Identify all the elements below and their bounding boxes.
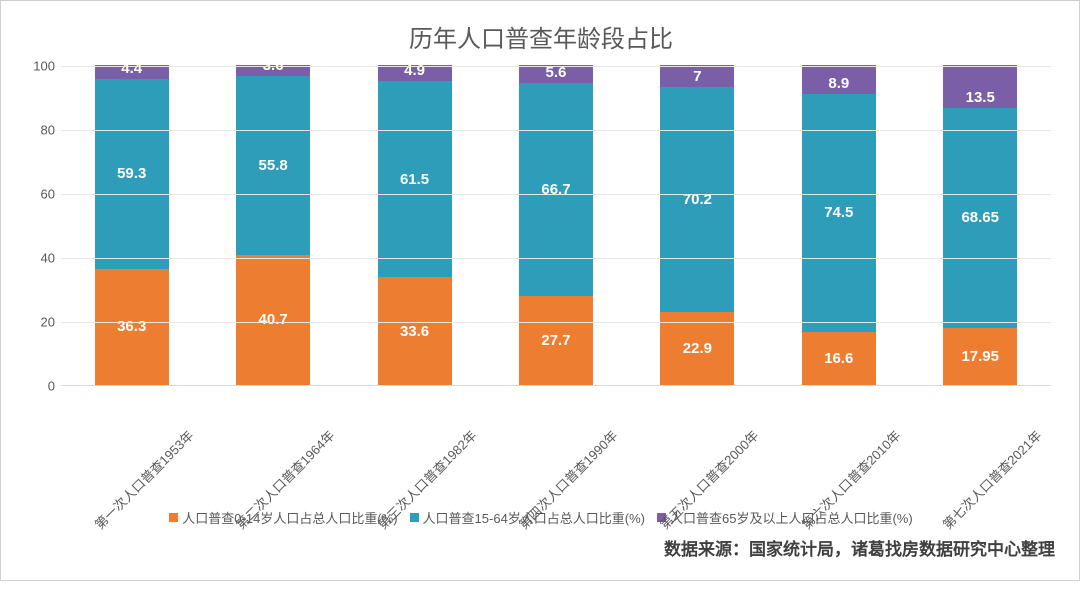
bar-value-label: 74.5 [824, 204, 853, 221]
bar-segment: 13.5 [943, 65, 1017, 108]
x-tick-label: 第三次人口普查1982年 [372, 467, 509, 604]
bars-area: 36.359.34.440.755.83.633.661.54.927.766.… [61, 66, 1051, 385]
bar-segment: 4.4 [95, 65, 169, 79]
bar-segment: 61.5 [378, 81, 452, 278]
bar-segment: 36.3 [95, 269, 169, 385]
bar-segment: 7 [660, 65, 734, 87]
gridline [61, 194, 1051, 195]
bar-value-label: 61.5 [400, 171, 429, 188]
y-tick-label: 0 [25, 379, 55, 394]
bar-value-label: 59.3 [117, 165, 146, 182]
bar-group: 27.7 66.7 5.6 [519, 65, 593, 385]
bar-segment: 59.3 [95, 79, 169, 269]
bar-value-label: 4.9 [404, 62, 425, 79]
gridline [61, 322, 1051, 323]
bar-segment: 27.7 [519, 296, 593, 385]
chart-container: 历年人口普查年龄段占比 36.359.34.440.755.83.633.661… [1, 1, 1080, 582]
bar-value-label: 66.7 [541, 181, 570, 198]
bar-group: 22.9 70.2 7 [660, 65, 734, 385]
bar-segment: 33.6 [378, 277, 452, 385]
x-axis-labels: 第一次人口普查1953年第二次人口普查1964年第三次人口普查1982年第四次人… [61, 386, 1051, 506]
bar-segment: 8.9 [802, 65, 876, 93]
y-tick-label: 60 [25, 187, 55, 202]
bar-segment: 4.9 [378, 65, 452, 81]
bar-group: 36.3 59.3 4.4 [95, 65, 169, 385]
plot-area: 36.359.34.440.755.83.633.661.54.927.766.… [61, 66, 1051, 386]
bar-value-label: 40.7 [259, 311, 288, 328]
bar-group: 16.6 74.5 8.9 [802, 65, 876, 385]
x-tick-label: 第五次人口普查2000年 [655, 467, 792, 604]
x-tick-label: 第六次人口普查2010年 [797, 467, 934, 604]
x-tick-label: 第二次人口普查1964年 [231, 467, 368, 604]
bar-value-label: 17.95 [961, 348, 999, 365]
bar-value-label: 27.7 [541, 332, 570, 349]
bar-value-label: 36.3 [117, 318, 146, 335]
bar-value-label: 7 [693, 68, 701, 85]
bar-group: 40.755.83.6 [236, 65, 310, 385]
chart-title: 历年人口普查年龄段占比 [21, 19, 1061, 54]
bar-value-label: 33.6 [400, 323, 429, 340]
x-tick-label: 第一次人口普查1953年 [90, 467, 227, 604]
y-tick-label: 40 [25, 251, 55, 266]
gridline [61, 130, 1051, 131]
bar-value-label: 4.4 [121, 60, 142, 77]
bar-value-label: 13.5 [966, 89, 995, 106]
bar-group: 33.6 61.5 4.9 [378, 65, 452, 385]
bar-segment: 70.2 [660, 87, 734, 312]
y-tick-label: 80 [25, 123, 55, 138]
y-tick-label: 100 [25, 59, 55, 74]
bar-group: 17.95 68.65 13.5 [943, 65, 1017, 385]
bar-value-label: 16.6 [824, 350, 853, 367]
bar-segment: 55.8 [236, 76, 310, 255]
bar-segment: 40.7 [236, 255, 310, 385]
bar-segment: 17.95 [943, 328, 1017, 385]
x-tick-label: 第七次人口普查2021年 [938, 467, 1075, 604]
bar-value-label: 55.8 [259, 157, 288, 174]
bar-segment: 5.6 [519, 65, 593, 83]
bar-segment: 66.7 [519, 83, 593, 296]
gridline [61, 66, 1051, 67]
bar-value-label: 68.65 [961, 209, 999, 226]
bar-segment: 68.65 [943, 108, 1017, 328]
y-tick-label: 20 [25, 315, 55, 330]
x-tick-label: 第四次人口普查1990年 [514, 467, 651, 604]
gridline [61, 258, 1051, 259]
bar-value-label: 22.9 [683, 340, 712, 357]
bar-value-label: 8.9 [828, 75, 849, 92]
bar-segment: 16.6 [802, 332, 876, 385]
